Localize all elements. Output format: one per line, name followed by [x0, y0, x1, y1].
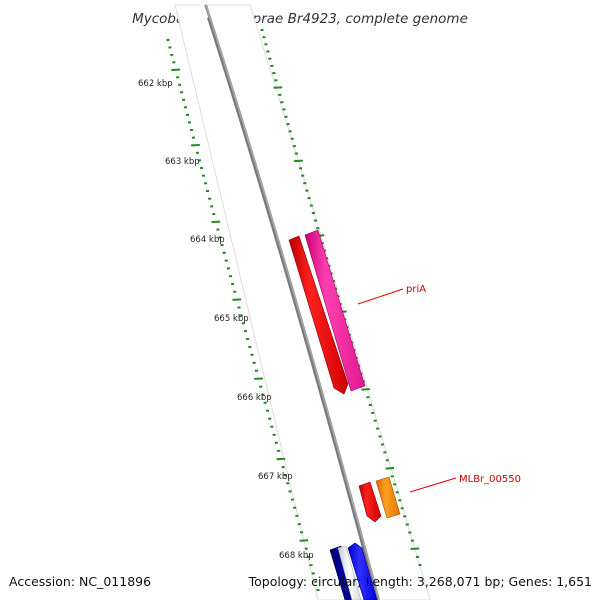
ruler-major-tick — [410, 547, 420, 550]
gene-cds-white[interactable] — [337, 545, 362, 600]
gene-mlbr-00550[interactable] — [375, 476, 401, 519]
ruler-label-663: 663 kbp — [165, 157, 200, 167]
ruler-label-666: 666 kbp — [237, 393, 272, 403]
gene-cds-blue[interactable] — [347, 542, 378, 600]
mlbr-label-line — [409, 477, 457, 493]
backbone-top-cap — [199, 0, 209, 19]
pria-label-line — [357, 288, 404, 305]
genome-backbone — [203, 4, 380, 600]
ruler-ticks-left — [166, 38, 320, 592]
mlbr-00550-label[interactable]: MLBr_00550 — [459, 474, 521, 485]
genome-summary-text: Topology: circular; Length: 3,268,071 bp… — [248, 574, 592, 589]
feature-track-band — [174, 4, 431, 600]
pria-label[interactable]: priA — [406, 284, 426, 295]
ruler-label-668: 668 kbp — [279, 551, 314, 561]
ruler-major-tick — [299, 539, 309, 542]
ruler-major-tick — [385, 467, 395, 470]
ruler-label-662: 662 kbp — [138, 79, 173, 89]
ruler-label-665: 665 kbp — [214, 314, 249, 324]
backbone-highlight — [205, 4, 380, 600]
accession-text: Accession: NC_011896 — [9, 574, 151, 589]
ruler-major-tick — [232, 298, 242, 301]
gene-cds-red-1[interactable] — [288, 235, 349, 395]
ruler-major-tick — [294, 159, 303, 163]
gene-cds-red-2[interactable] — [358, 481, 382, 523]
ruler-label-667: 667 kbp — [258, 472, 293, 482]
ruler-major-tick — [361, 388, 370, 391]
ruler-label-664: 664 kbp — [190, 235, 225, 245]
gene-pria[interactable] — [304, 229, 366, 392]
